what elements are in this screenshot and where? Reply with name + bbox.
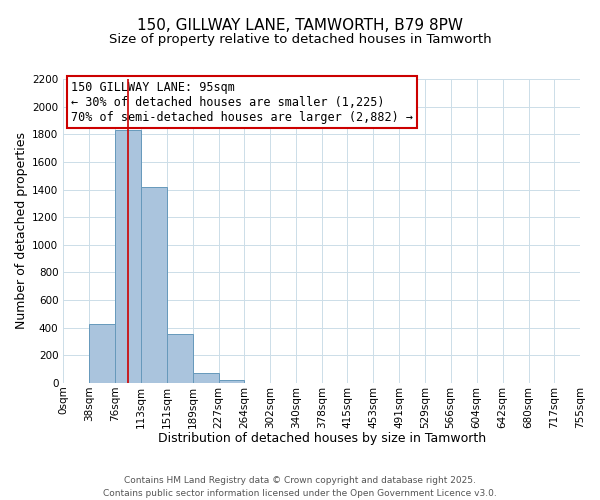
Text: 150 GILLWAY LANE: 95sqm
← 30% of detached houses are smaller (1,225)
70% of semi: 150 GILLWAY LANE: 95sqm ← 30% of detache… bbox=[71, 80, 413, 124]
Bar bbox=[218, 380, 244, 383]
Y-axis label: Number of detached properties: Number of detached properties bbox=[15, 132, 28, 330]
X-axis label: Distribution of detached houses by size in Tamworth: Distribution of detached houses by size … bbox=[158, 432, 486, 445]
Text: 150, GILLWAY LANE, TAMWORTH, B79 8PW: 150, GILLWAY LANE, TAMWORTH, B79 8PW bbox=[137, 18, 463, 32]
Bar bbox=[167, 334, 193, 383]
Text: Size of property relative to detached houses in Tamworth: Size of property relative to detached ho… bbox=[109, 32, 491, 46]
Bar bbox=[89, 324, 115, 383]
Bar bbox=[140, 188, 167, 383]
Text: Contains HM Land Registry data © Crown copyright and database right 2025.
Contai: Contains HM Land Registry data © Crown c… bbox=[103, 476, 497, 498]
Bar bbox=[193, 372, 218, 383]
Bar bbox=[115, 130, 140, 383]
